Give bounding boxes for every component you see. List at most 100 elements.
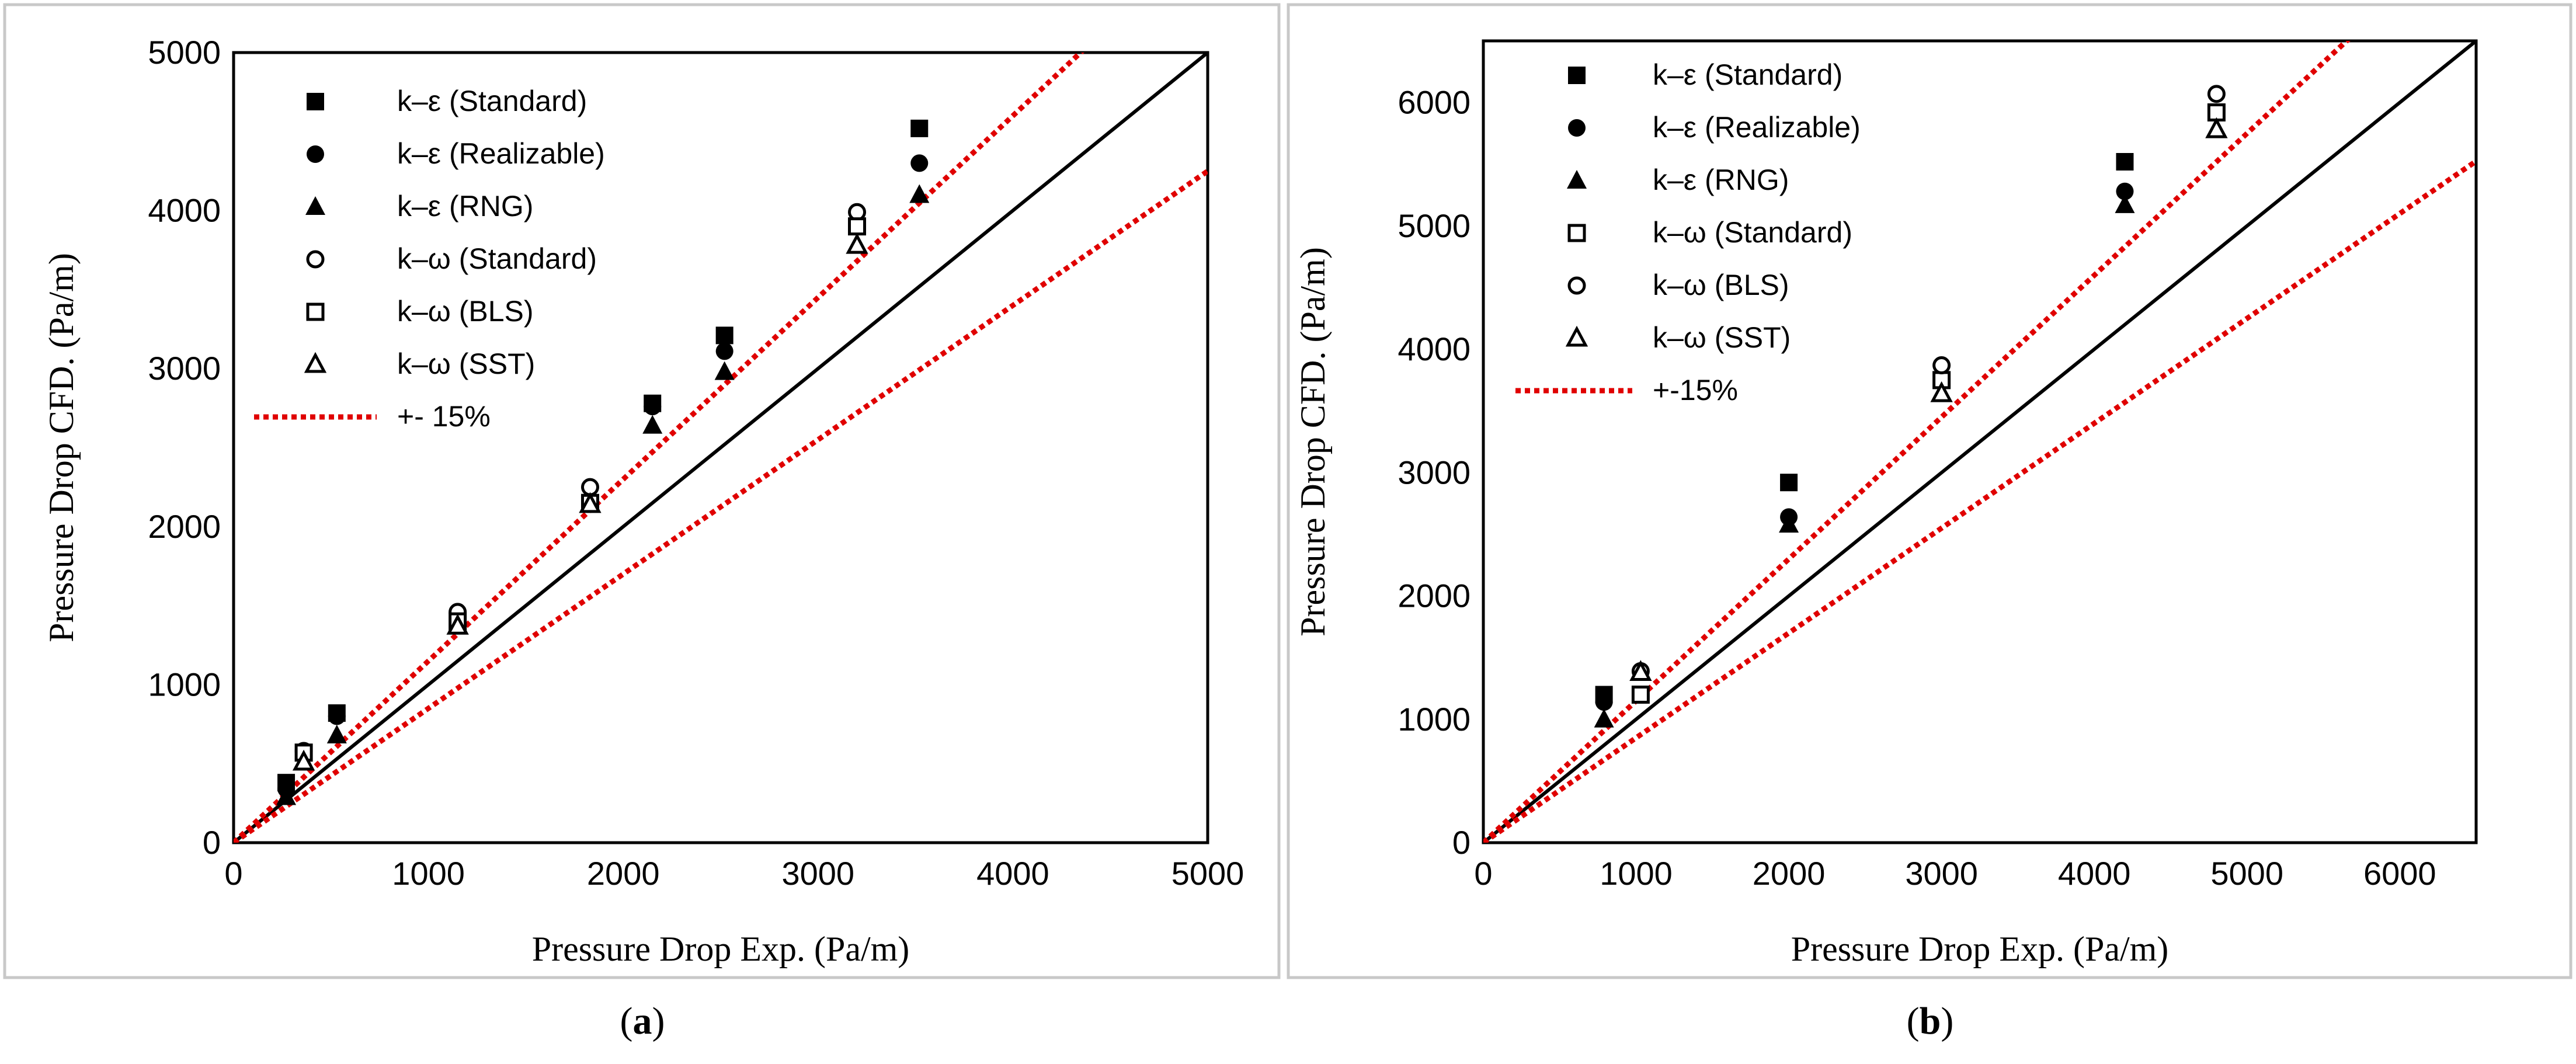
chart-a-series-1-point-1	[328, 707, 346, 725]
chart-b-xtick-label-4: 4000	[2058, 855, 2131, 892]
chart-a-legend-label-3: k–ω (Standard)	[397, 242, 597, 275]
chart-b-xtick-label-5: 5000	[2210, 855, 2283, 892]
chart-b-legend-marker-3	[1567, 224, 1586, 242]
chart-b-legend-marker-5	[1565, 325, 1588, 347]
chart-a-xtick-label-3: 3000	[782, 855, 855, 892]
chart-b-series-2	[1594, 194, 2135, 728]
chart-b-series-2-point-1	[1779, 514, 1799, 533]
chart-a-ref-line-1	[234, 53, 1085, 843]
chart-a-legend-label-band: +- 15%	[397, 400, 491, 433]
chart-b-ytick-label-3: 3000	[1397, 454, 1470, 491]
chart-b-series-5-point-1	[1930, 381, 1953, 402]
chart-b-y-axis-label: Pressure Drop CFD. (Pa/m)	[1294, 247, 1332, 637]
chart-a-legend-marker-5	[304, 352, 327, 373]
chart-panel-a: 0 1000 2000 3000 4000 5000 0 1000 2000 3000 4000 50…	[42, 34, 1244, 968]
panel-b-frame	[1287, 3, 2572, 979]
chart-b-xtick-label-1: 1000	[1600, 855, 1673, 892]
chart-b-legend-marker-0	[1568, 67, 1586, 84]
chart-b-xtick-label-0: 0	[1474, 855, 1492, 892]
chart-b-legend-label-3: k–ω (Standard)	[1653, 216, 1852, 249]
chart-a-series-4-point-3	[848, 217, 867, 236]
chart-a-x-axis-label: Pressure Drop Exp. (Pa/m)	[532, 930, 910, 968]
chart-a-legend-label-5: k–ω (SST)	[397, 347, 535, 380]
chart-b-series-0	[1595, 153, 2134, 704]
chart-b-series-4-point-2	[2207, 85, 2226, 103]
chart-b-ytick-label-4: 4000	[1397, 331, 1470, 367]
chart-b-xtick-label-2: 2000	[1753, 855, 1826, 892]
chart-a-legend-label-2: k–ε (RNG)	[397, 190, 533, 222]
chart-a-ytick-label-3: 3000	[148, 350, 221, 387]
chart-a-legend-marker-4	[306, 302, 325, 321]
chart-b-legend-marker-1	[1568, 119, 1586, 137]
chart-b-ytick-label-0: 0	[1452, 824, 1470, 861]
chart-b-legend: k–ε (Standard) k–ε (Realizable) k–ε (RNG) k…	[1515, 58, 1861, 406]
chart-b-legend-label-0: k–ε (Standard)	[1653, 58, 1843, 91]
chart-a-series-5	[292, 232, 868, 771]
chart-a-series-5-point-3	[846, 232, 868, 254]
chart-a-legend-marker-1	[307, 145, 324, 163]
chart-a-xtick-label-0: 0	[224, 855, 242, 892]
chart-b-series-1	[1595, 182, 2134, 711]
chart-b-ytick-label-1: 1000	[1397, 701, 1470, 738]
chart-a-xtick-label-5: 5000	[1171, 855, 1244, 892]
chart-a-series-5-point-0	[292, 749, 315, 771]
chart-b-series-5-point-0	[1629, 660, 1652, 681]
chart-b-series-1-point-2	[2116, 182, 2134, 200]
chart-a-legend-marker-0	[307, 93, 324, 110]
chart-a-series-5-point-1	[446, 613, 469, 635]
chart-a-ref-line-2	[234, 169, 1208, 843]
chart-a-ytick-label-2: 2000	[148, 508, 221, 545]
chart-a-legend-marker-3	[306, 250, 325, 269]
chart-a-xtick-label-4: 4000	[976, 855, 1049, 892]
chart-b-series-0-point-2	[2116, 153, 2134, 171]
chart-a-series-2-point-6	[909, 184, 930, 203]
chart-a-series-1-point-5	[715, 342, 733, 360]
chart-b-series-2-point-2	[2115, 194, 2135, 213]
chart-a-series-2-point-4	[642, 415, 663, 434]
chart-b-xtick-label-6: 6000	[2363, 855, 2436, 892]
chart-a-series-2-point-0	[276, 786, 297, 805]
caption-b: (b)	[1907, 1000, 1954, 1042]
chart-a-series-1-point-4	[644, 398, 662, 416]
chart-a-ref-line-0	[234, 53, 1208, 843]
chart-b-legend-label-5: k–ω (SST)	[1653, 321, 1791, 354]
chart-b-series-4-point-1	[1932, 356, 1951, 375]
chart-a-legend-label-1: k–ε (Realizable)	[397, 137, 605, 170]
chart-a-ytick-label-0: 0	[203, 824, 221, 861]
chart-b-x-axis-label: Pressure Drop Exp. (Pa/m)	[1791, 930, 2169, 968]
chart-b-legend-marker-4	[1567, 276, 1586, 295]
chart-b-ref-line-0	[1483, 41, 2476, 843]
chart-b-series-0-point-1	[1780, 474, 1798, 492]
chart-a-series-0-point-6	[910, 119, 929, 137]
chart-b-legend-label-band: +-15%	[1653, 374, 1738, 406]
chart-b-plot-area	[1482, 39, 2478, 844]
chart-b-legend-label-2: k–ε (RNG)	[1653, 164, 1789, 196]
chart-a-ytick-label-4: 4000	[148, 192, 221, 229]
chart-a-ytick-label-1: 1000	[148, 666, 221, 703]
chart-b-ref-line-2	[1483, 159, 2476, 843]
chart-b-series-5	[1629, 117, 2228, 681]
chart-b-legend-label-1: k–ε (Realizable)	[1653, 111, 1861, 144]
chart-a-legend-marker-2	[305, 196, 325, 215]
chart-b-series-3-point-0	[1631, 686, 1650, 704]
chart-b-series-5-point-2	[2205, 117, 2228, 138]
chart-a-series-5-point-2	[579, 492, 602, 513]
chart-b-ytick-label-5: 5000	[1397, 207, 1470, 244]
chart-a-plot-area	[232, 51, 1209, 844]
chart-a-series-2-point-5	[714, 361, 735, 380]
chart-b-xtick-label-3: 3000	[1905, 855, 1978, 892]
chart-a-series-2-point-1	[326, 724, 347, 743]
chart-a-series-1-point-6	[910, 154, 929, 172]
chart-a-xtick-label-1: 1000	[392, 855, 465, 892]
chart-a-series-0-point-5	[715, 326, 733, 345]
chart-a-legend-label-4: k–ω (BLS)	[397, 295, 534, 328]
chart-b-legend-marker-2	[1567, 170, 1587, 189]
chart-a-xtick-label-2: 2000	[587, 855, 660, 892]
chart-a-legend-label-0: k–ε (Standard)	[397, 85, 587, 117]
chart-b-legend-label-4: k–ω (BLS)	[1653, 269, 1789, 301]
chart-a-ytick-label-5: 5000	[148, 34, 221, 71]
caption-a: (a)	[620, 1000, 665, 1042]
chart-b-ytick-label-2: 2000	[1397, 578, 1470, 614]
chart-b-series-1-point-0	[1595, 693, 1613, 711]
